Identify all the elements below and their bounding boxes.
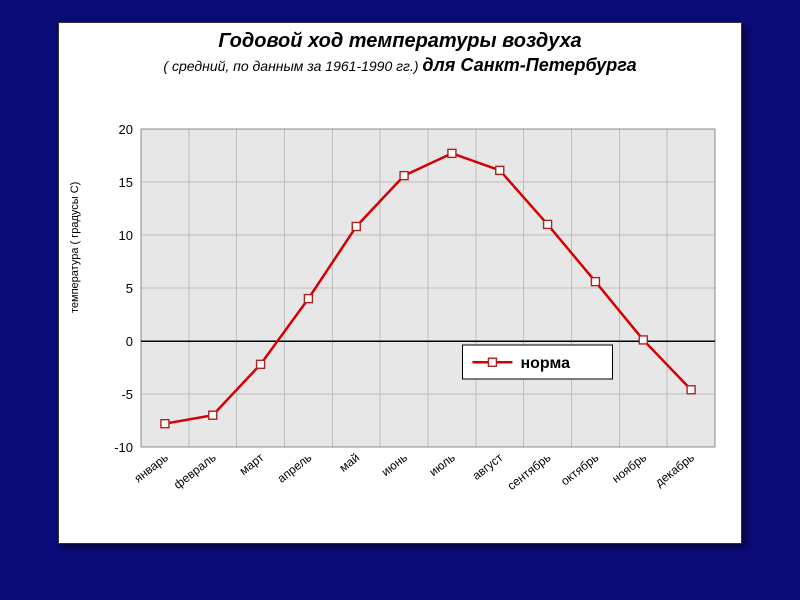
y-tick-label: -10 (114, 440, 133, 455)
y-tick-label: 20 (119, 123, 133, 137)
data-marker (352, 223, 360, 231)
x-tick-label: январь (131, 450, 170, 485)
data-marker (257, 360, 265, 368)
y-tick-label: 15 (119, 175, 133, 190)
data-marker (544, 220, 552, 228)
legend: норма (462, 345, 612, 379)
x-tick-label: октябрь (558, 450, 601, 488)
x-tick-label: декабрь (652, 450, 697, 489)
x-tick-label: август (470, 450, 506, 483)
subtitle-prefix: ( средний, по данным за 1961-1990 гг.) (163, 58, 418, 74)
chart-area: -10-505101520январьфевральмартапрельмайи… (93, 123, 733, 533)
y-tick-label: 10 (119, 228, 133, 243)
data-marker (161, 420, 169, 428)
x-tick-label: май (336, 450, 362, 474)
data-marker (209, 411, 217, 419)
y-tick-label: 0 (126, 334, 133, 349)
x-tick-label: март (237, 450, 267, 478)
chart-subtitle: ( средний, по данным за 1961-1990 гг.) д… (59, 55, 741, 76)
data-marker (591, 278, 599, 286)
x-tick-label: сентябрь (505, 450, 554, 492)
data-marker (448, 149, 456, 157)
x-tick-label: ноябрь (609, 450, 649, 485)
data-marker (496, 166, 504, 174)
y-axis-label: температура ( градусы С) (69, 182, 81, 313)
chart-title: Годовой ход температуры воздуха (59, 29, 741, 53)
y-tick-label: -5 (121, 387, 133, 402)
y-tick-label: 5 (126, 281, 133, 296)
chart-panel: Годовой ход температуры воздуха ( средни… (58, 22, 742, 544)
data-marker (639, 336, 647, 344)
data-marker (304, 295, 312, 303)
x-tick-label: июль (427, 450, 458, 479)
data-marker (400, 172, 408, 180)
subtitle-city: для Санкт-Петербурга (422, 55, 636, 75)
x-tick-label: февраль (171, 450, 219, 492)
x-tick-label: апрель (275, 450, 315, 485)
data-marker (687, 386, 695, 394)
x-tick-label: июнь (379, 450, 410, 479)
legend-label: норма (520, 355, 570, 372)
chart-svg: -10-505101520январьфевральмартапрельмайи… (93, 123, 733, 533)
